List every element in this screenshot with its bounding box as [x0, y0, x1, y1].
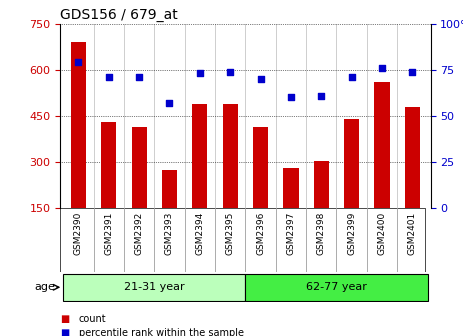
Bar	[344, 119, 359, 208]
Bar	[223, 103, 238, 208]
Text: count: count	[79, 314, 106, 324]
Text: GSM2393: GSM2393	[165, 212, 174, 255]
Bar	[405, 107, 420, 208]
Text: GSM2392: GSM2392	[135, 212, 144, 255]
Text: GSM2400: GSM2400	[377, 212, 387, 255]
Bar	[253, 127, 268, 208]
Point	[348, 74, 356, 80]
Bar	[162, 170, 177, 208]
Point	[409, 69, 416, 74]
Bar	[101, 122, 116, 208]
Point	[287, 95, 294, 100]
Text: 21-31 year: 21-31 year	[124, 282, 185, 292]
Text: 62-77 year: 62-77 year	[306, 282, 367, 292]
Text: GSM2394: GSM2394	[195, 212, 204, 255]
Text: age: age	[35, 282, 56, 292]
Bar	[131, 127, 147, 208]
Text: GSM2401: GSM2401	[408, 212, 417, 255]
Bar	[314, 161, 329, 208]
Bar	[375, 82, 389, 208]
Bar	[63, 274, 245, 301]
Point	[105, 74, 113, 80]
Bar	[192, 104, 207, 208]
Point	[75, 60, 82, 65]
Point	[166, 100, 173, 106]
Text: GSM2399: GSM2399	[347, 212, 356, 255]
Point	[378, 65, 386, 71]
Text: percentile rank within the sample: percentile rank within the sample	[79, 328, 244, 336]
Bar	[71, 42, 86, 208]
Point	[135, 74, 143, 80]
Point	[318, 93, 325, 98]
Text: ■: ■	[60, 314, 69, 324]
Text: GSM2396: GSM2396	[256, 212, 265, 255]
Point	[196, 71, 204, 76]
Point	[257, 76, 264, 82]
Text: GSM2395: GSM2395	[225, 212, 235, 255]
Text: GDS156 / 679_at: GDS156 / 679_at	[60, 8, 178, 23]
Text: ■: ■	[60, 328, 69, 336]
Point	[226, 69, 234, 74]
Text: GSM2391: GSM2391	[104, 212, 113, 255]
Text: GSM2397: GSM2397	[287, 212, 295, 255]
Bar	[283, 168, 299, 208]
Text: GSM2398: GSM2398	[317, 212, 326, 255]
Bar	[245, 274, 427, 301]
Text: GSM2390: GSM2390	[74, 212, 83, 255]
